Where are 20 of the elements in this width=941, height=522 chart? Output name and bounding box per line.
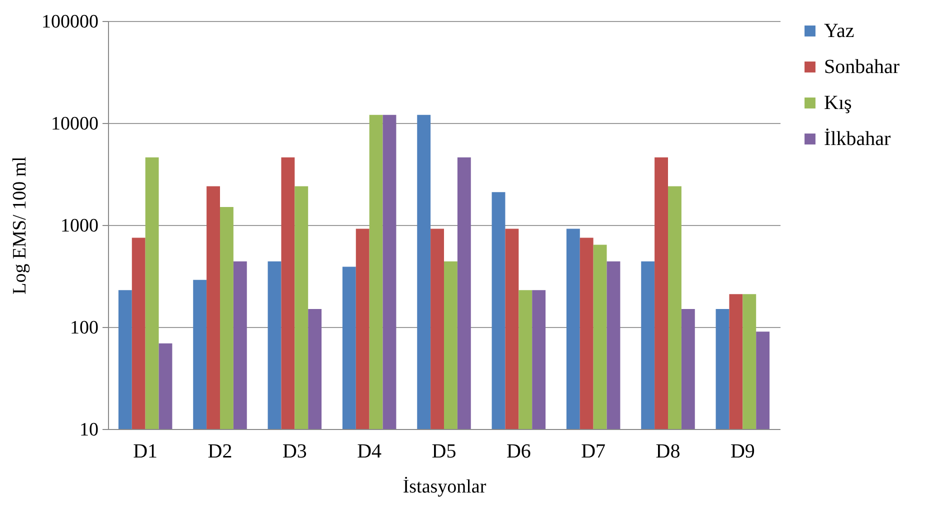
- x-tick-label: D1: [133, 440, 158, 462]
- x-tick-label: D5: [432, 440, 456, 462]
- y-tick-label: 100: [70, 318, 98, 338]
- x-tick-label: D3: [282, 440, 307, 462]
- x-tick-label: D8: [656, 440, 680, 462]
- x-tick-label: D7: [581, 440, 606, 462]
- legend-label: Yaz: [824, 20, 854, 42]
- y-tick-label: 100000: [42, 12, 98, 32]
- y-tick-label: 1000: [60, 216, 98, 236]
- x-tick-label: D4: [357, 440, 382, 462]
- x-axis-title: İstasyonlar: [402, 476, 487, 498]
- x-tick-label: D2: [208, 440, 232, 462]
- legend-label: Sonbahar: [824, 56, 900, 78]
- x-tick-label: D9: [730, 440, 755, 462]
- legend-label: Kış: [824, 92, 852, 114]
- y-tick-label: 10: [80, 420, 98, 440]
- legend-label: İlkbahar: [824, 128, 891, 150]
- x-tick-label: D6: [506, 440, 531, 462]
- y-axis-title: Log EMS/ 100 ml: [10, 156, 30, 294]
- y-tick-label: 10000: [51, 114, 98, 134]
